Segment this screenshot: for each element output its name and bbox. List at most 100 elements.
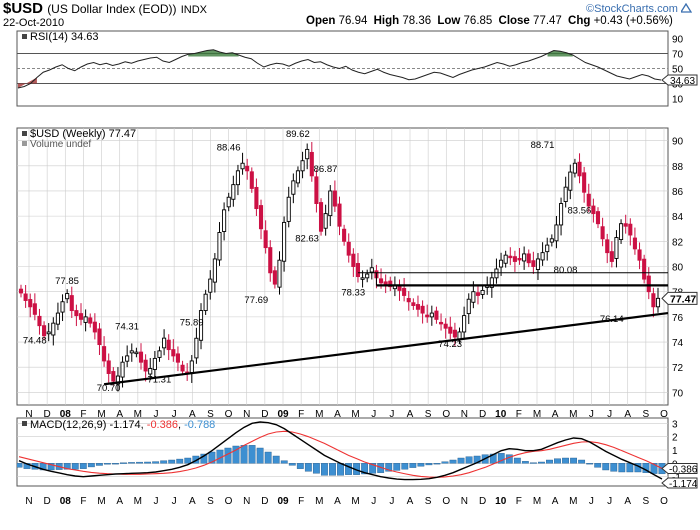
price-x-label: M — [569, 409, 577, 420]
macd-hist-bar — [329, 463, 336, 476]
price-annotation: 88.46 — [217, 143, 241, 154]
price-annotation: 75.89 — [180, 318, 204, 329]
candle-body — [402, 287, 407, 296]
candle-body — [420, 305, 425, 314]
price-x-label: A — [334, 409, 341, 420]
macd-hist-bar — [345, 463, 352, 475]
price-x-label: 09 — [277, 409, 289, 420]
price-tick-label: 76 — [672, 313, 684, 324]
price-tick-label: 74 — [672, 338, 684, 349]
candle-body — [277, 259, 282, 288]
macd-x-label: M — [533, 496, 541, 507]
candle-body — [143, 359, 148, 372]
macd-x-label: S — [425, 496, 432, 507]
price-x-label: M — [134, 409, 142, 420]
candle-body — [549, 238, 554, 243]
macd-hist-bar — [497, 453, 505, 464]
macd-x-label: D — [44, 496, 51, 507]
price-x-label: M — [533, 409, 541, 420]
candle-body — [245, 165, 250, 172]
rsi-overbought-fill — [547, 50, 573, 57]
candle-body — [28, 299, 33, 308]
price-annotation: 71.31 — [147, 374, 171, 385]
price-last-value: 77.47 — [670, 293, 696, 305]
rsi-tick-label: 50 — [672, 65, 684, 76]
candle-body — [272, 270, 277, 285]
price-title: $USD (Weekly) 77.47 — [30, 128, 136, 140]
macd-x-label: A — [624, 496, 631, 507]
price-x-label: N — [461, 409, 468, 420]
macd-x-label: F — [80, 496, 86, 507]
candle-body — [503, 254, 508, 264]
candle-body — [517, 257, 522, 261]
macd-tick-label: 3 — [672, 419, 678, 430]
macd-x-label: D — [261, 496, 268, 507]
candle-body — [254, 186, 259, 210]
macd-hist-group — [17, 445, 666, 476]
candle-body — [166, 339, 171, 351]
macd-hist-bar — [546, 459, 553, 464]
price-x-label: J — [172, 409, 177, 420]
candle-body — [355, 263, 361, 278]
candle-body — [115, 375, 120, 385]
candles-group — [18, 141, 661, 392]
volume-legend-swatch — [22, 141, 27, 146]
macd-sep: , — [178, 419, 184, 431]
macd-tick-label: 1 — [672, 446, 678, 457]
price-x-label: A — [189, 409, 196, 420]
macd-hist-bar — [272, 455, 280, 464]
brand-logo[interactable]: ©StockCharts.com — [586, 2, 693, 15]
candle-body — [157, 350, 162, 358]
candle-body — [208, 278, 213, 293]
macd-hist-bar — [95, 463, 103, 466]
candle-body — [378, 278, 384, 284]
candle-body — [175, 353, 180, 363]
macd-x-label: O — [660, 496, 668, 507]
rsi-oversold-fill — [18, 77, 37, 88]
price-x-label: M — [315, 409, 323, 420]
candle-body — [249, 171, 254, 189]
price-x-label: 10 — [495, 409, 507, 420]
candle-body — [342, 228, 347, 242]
macd-hist-bar — [168, 459, 176, 464]
price-annotation: 82.63 — [295, 233, 319, 244]
price-annotation: 74.23 — [438, 339, 462, 350]
macd-hist-bar — [256, 447, 264, 464]
macd-hist-bar — [152, 461, 160, 464]
macd-hist-bar — [160, 460, 168, 464]
candle-body — [291, 180, 296, 195]
macd-x-label: M — [315, 496, 323, 507]
macd-hist-bar — [128, 462, 135, 464]
candle-body — [263, 230, 268, 249]
price-legend-swatch — [22, 131, 27, 136]
macd-hist-bar — [465, 456, 473, 464]
high-label: High — [373, 15, 400, 27]
macd-hist-bar — [248, 445, 256, 464]
brand-text: ©StockCharts.com — [586, 3, 678, 15]
candle-body — [346, 241, 351, 256]
macd-hist-bar — [441, 461, 449, 464]
candle-body — [305, 148, 310, 160]
macd-hist-bar — [457, 457, 465, 464]
price-x-label: F — [298, 409, 304, 420]
macd-hist-bar — [87, 463, 95, 468]
rsi-label: RSI(14) 34.63 — [30, 31, 98, 43]
macd-x-label: M — [134, 496, 142, 507]
symbol: $USD — [3, 0, 44, 17]
macd-x-label: S — [207, 496, 214, 507]
macd-x-label: J — [172, 496, 177, 507]
candle-body — [337, 203, 342, 227]
rsi-overbought-fill — [188, 49, 239, 57]
candle-body — [282, 221, 287, 262]
chg-label: Chg — [568, 15, 591, 27]
candle-body — [60, 301, 65, 313]
macd-x-label: A — [407, 496, 414, 507]
candle-body — [222, 209, 227, 232]
macd-hist-bar — [312, 463, 320, 474]
price-x-label: A — [116, 409, 123, 420]
price-annotation: 74.48 — [23, 335, 47, 346]
candle-body — [318, 202, 324, 232]
macd-hist-bar — [47, 463, 55, 471]
candle-body — [152, 357, 157, 370]
chg-value: +0.43 (+0.56%) — [593, 15, 673, 27]
